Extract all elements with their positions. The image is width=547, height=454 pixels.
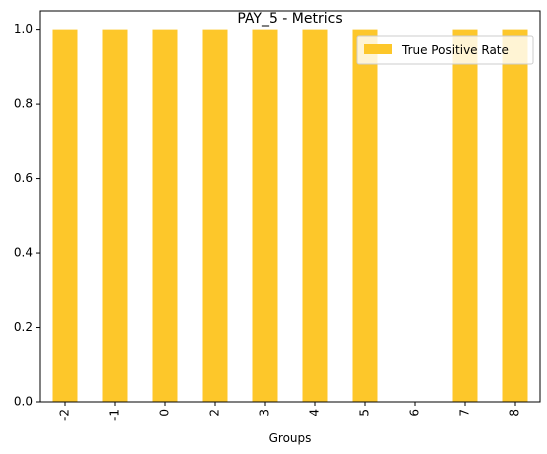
y-tick-label: 1.0 bbox=[14, 22, 33, 36]
x-tick-label: 0 bbox=[158, 409, 172, 417]
bar bbox=[352, 29, 378, 402]
bar bbox=[152, 29, 178, 402]
x-tick-label: -1 bbox=[108, 409, 122, 421]
legend: True Positive Rate bbox=[356, 35, 534, 65]
legend-label: True Positive Rate bbox=[401, 43, 509, 57]
y-tick-label: 0.0 bbox=[14, 395, 33, 409]
legend-swatch bbox=[364, 44, 392, 54]
y-tick-label: 0.4 bbox=[14, 246, 33, 260]
bars-group bbox=[52, 29, 528, 402]
x-tick-label: 6 bbox=[408, 409, 422, 417]
y-axis: 0.0 0.2 0.4 0.6 0.8 1.0 bbox=[14, 22, 40, 409]
plot-frame bbox=[39, 10, 541, 403]
bar bbox=[102, 29, 128, 402]
y-tick-label: 0.2 bbox=[14, 320, 33, 334]
x-tick-label: 2 bbox=[208, 409, 222, 417]
bar bbox=[502, 29, 528, 402]
x-tick-label: 3 bbox=[258, 409, 272, 417]
bar bbox=[302, 29, 328, 402]
chart-title: PAY_5 - Metrics bbox=[237, 11, 342, 27]
y-tick-label: 0.6 bbox=[14, 171, 33, 185]
x-tick-label: 7 bbox=[458, 409, 472, 417]
legend-box bbox=[356, 35, 534, 65]
x-axis: -2 -1 0 2 3 4 5 6 7 8 bbox=[58, 402, 522, 421]
bar bbox=[202, 29, 228, 402]
x-tick-label: 8 bbox=[508, 409, 522, 417]
bar bbox=[52, 29, 78, 402]
x-axis-label: Groups bbox=[269, 431, 312, 445]
x-tick-label: 4 bbox=[308, 409, 322, 417]
bar bbox=[252, 29, 278, 402]
y-tick-label: 0.8 bbox=[14, 97, 33, 111]
x-tick-label: 5 bbox=[358, 409, 372, 417]
bar bbox=[452, 29, 478, 402]
x-tick-label: -2 bbox=[58, 409, 72, 421]
